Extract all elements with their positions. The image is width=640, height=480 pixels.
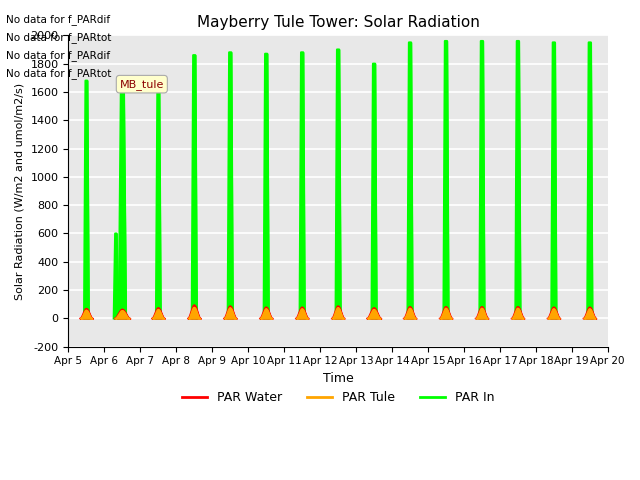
Y-axis label: Solar Radiation (W/m2 and umol/m2/s): Solar Radiation (W/m2 and umol/m2/s) xyxy=(15,83,25,300)
Text: No data for f_PARtot: No data for f_PARtot xyxy=(6,32,112,43)
Text: MB_tule: MB_tule xyxy=(120,79,164,90)
Text: No data for f_PARdif: No data for f_PARdif xyxy=(6,13,111,24)
Text: No data for f_PARdif: No data for f_PARdif xyxy=(6,50,111,61)
Legend: PAR Water, PAR Tule, PAR In: PAR Water, PAR Tule, PAR In xyxy=(177,386,499,409)
Text: No data for f_PARtot: No data for f_PARtot xyxy=(6,68,112,79)
X-axis label: Time: Time xyxy=(323,372,353,385)
Title: Mayberry Tule Tower: Solar Radiation: Mayberry Tule Tower: Solar Radiation xyxy=(196,15,479,30)
